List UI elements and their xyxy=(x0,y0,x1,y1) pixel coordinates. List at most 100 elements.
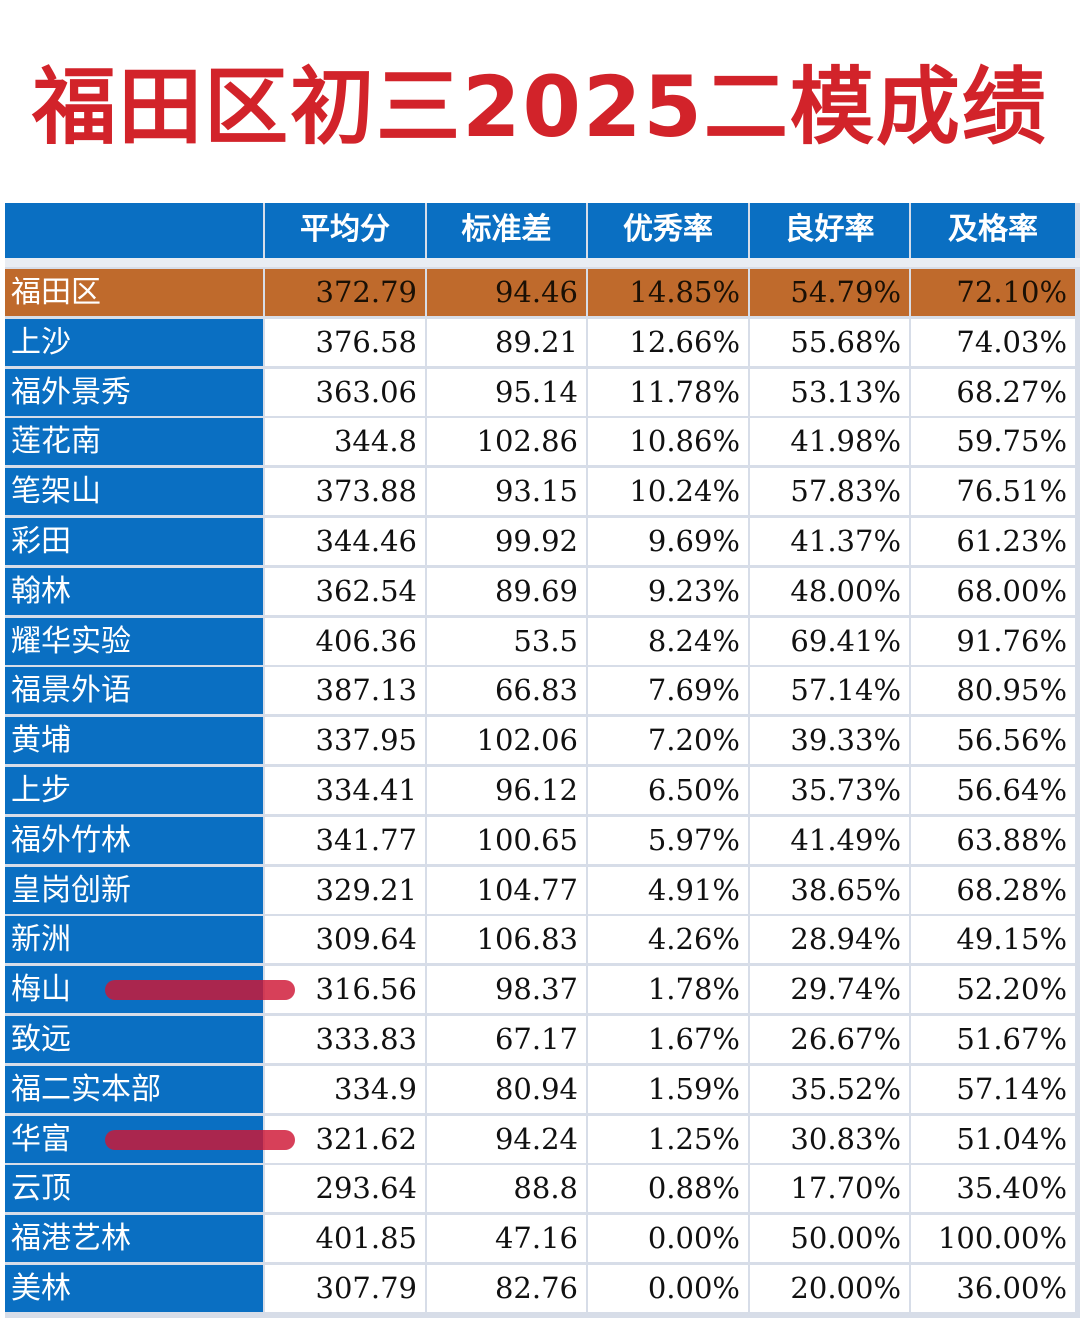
school-name-cell: 云顶 xyxy=(5,1165,263,1213)
excellent-rate-cell: 4.26% xyxy=(588,916,748,964)
excellent-rate-cell: 0.88% xyxy=(588,1165,748,1213)
excellent-rate-cell: 7.20% xyxy=(588,717,748,765)
excellent-rate-cell: 9.69% xyxy=(588,518,748,565)
average-score-cell: 344.8 xyxy=(265,418,425,466)
column-header-average-score: 平均分 xyxy=(265,203,425,258)
good-rate-cell: 26.67% xyxy=(750,1016,909,1063)
std-deviation-cell: 80.94 xyxy=(427,1065,586,1113)
table-row: 莲花南 344.8 102.86 10.86% 41.98% 59.75% xyxy=(5,418,1080,466)
school-name-cell: 福景外语 xyxy=(5,667,263,715)
pass-rate-cell: 51.04% xyxy=(911,1115,1075,1163)
school-name-cell: 皇岗创新 xyxy=(5,866,263,914)
excellent-rate-cell: 4.91% xyxy=(588,866,748,914)
pass-rate-cell: 74.03% xyxy=(911,318,1075,366)
good-rate-cell: 38.65% xyxy=(750,866,909,914)
average-score-cell: 401.85 xyxy=(265,1215,425,1263)
table-row: 笔架山 373.88 93.15 10.24% 57.83% 76.51% xyxy=(5,468,1080,516)
average-score-cell: 406.36 xyxy=(265,617,425,665)
table-row: 皇岗创新 329.21 104.77 4.91% 38.65% 68.28% xyxy=(5,866,1080,914)
excellent-rate-cell: 0.00% xyxy=(588,1215,748,1263)
table-row: 黄埔 337.95 102.06 7.20% 39.33% 56.56% xyxy=(5,717,1080,765)
table-row: 翰林 362.54 89.69 9.23% 48.00% 68.00% xyxy=(5,567,1080,615)
good-rate-cell: 30.83% xyxy=(750,1115,909,1163)
pass-rate-cell: 59.75% xyxy=(911,418,1075,466)
excellent-rate-cell: 1.67% xyxy=(588,1016,748,1063)
pass-rate-cell: 76.51% xyxy=(911,468,1075,516)
table-row: 上步 334.41 96.12 6.50% 35.73% 56.64% xyxy=(5,767,1080,814)
table-row: 福景外语 387.13 66.83 7.69% 57.14% 80.95% xyxy=(5,667,1080,715)
excellent-rate-cell: 9.23% xyxy=(588,567,748,615)
good-rate-cell: 57.83% xyxy=(750,468,909,516)
pass-rate-cell: 72.10% xyxy=(911,269,1075,316)
std-deviation-cell: 106.83 xyxy=(427,916,586,964)
average-score-cell: 372.79 xyxy=(265,269,425,316)
table-row: 彩田 344.46 99.92 9.69% 41.37% 61.23% xyxy=(5,518,1080,565)
std-deviation-cell: 102.86 xyxy=(427,418,586,466)
good-rate-cell: 48.00% xyxy=(750,567,909,615)
average-score-cell: 293.64 xyxy=(265,1165,425,1213)
pass-rate-cell: 52.20% xyxy=(911,966,1075,1014)
good-rate-cell: 57.14% xyxy=(750,667,909,715)
table-row: 美林 307.79 82.76 0.00% 20.00% 36.00% xyxy=(5,1265,1080,1312)
std-deviation-cell: 95.14 xyxy=(427,368,586,416)
good-rate-cell: 53.13% xyxy=(750,368,909,416)
good-rate-cell: 39.33% xyxy=(750,717,909,765)
average-score-cell: 376.58 xyxy=(265,318,425,366)
column-header-school-name xyxy=(5,203,263,258)
excellent-rate-cell: 14.85% xyxy=(588,269,748,316)
average-score-cell: 337.95 xyxy=(265,717,425,765)
std-deviation-cell: 94.24 xyxy=(427,1115,586,1163)
average-score-cell: 309.64 xyxy=(265,916,425,964)
school-name-cell: 福外景秀 xyxy=(5,368,263,416)
pass-rate-cell: 56.64% xyxy=(911,767,1075,814)
table-row-district-total: 福田区 372.79 94.46 14.85% 54.79% 72.10% xyxy=(5,269,1080,316)
excellent-rate-cell: 12.66% xyxy=(588,318,748,366)
table-row: 华富 321.62 94.24 1.25% 30.83% 51.04% xyxy=(5,1115,1080,1163)
scores-table: 平均分 标准差 优秀率 良好率 及格率 福田区 372.79 94.46 14.85% 54.7… xyxy=(5,203,1080,1318)
table-row: 耀华实验 406.36 53.5 8.24% 69.41% 91.76% xyxy=(5,617,1080,665)
std-deviation-cell: 89.69 xyxy=(427,567,586,615)
excellent-rate-cell: 10.24% xyxy=(588,468,748,516)
excellent-rate-cell: 1.25% xyxy=(588,1115,748,1163)
pass-rate-cell: 36.00% xyxy=(911,1265,1075,1312)
column-header-std-deviation: 标准差 xyxy=(427,203,586,258)
excellent-rate-cell: 1.59% xyxy=(588,1065,748,1113)
pass-rate-cell: 68.28% xyxy=(911,866,1075,914)
average-score-cell: 344.46 xyxy=(265,518,425,565)
good-rate-cell: 41.49% xyxy=(750,816,909,864)
average-score-cell: 329.21 xyxy=(265,866,425,914)
good-rate-cell: 55.68% xyxy=(750,318,909,366)
good-rate-cell: 17.70% xyxy=(750,1165,909,1213)
average-score-cell: 334.41 xyxy=(265,767,425,814)
excellent-rate-cell: 1.78% xyxy=(588,966,748,1014)
pass-rate-cell: 61.23% xyxy=(911,518,1075,565)
std-deviation-cell: 67.17 xyxy=(427,1016,586,1063)
average-score-cell: 373.88 xyxy=(265,468,425,516)
pass-rate-cell: 100.00% xyxy=(911,1215,1075,1263)
table-row: 梅山 316.56 98.37 1.78% 29.74% 52.20% xyxy=(5,966,1080,1014)
table-row: 新洲 309.64 106.83 4.26% 28.94% 49.15% xyxy=(5,916,1080,964)
school-name-cell: 福外竹林 xyxy=(5,816,263,864)
header-divider xyxy=(5,258,1080,267)
std-deviation-cell: 82.76 xyxy=(427,1265,586,1312)
school-name-cell: 致远 xyxy=(5,1016,263,1063)
pass-rate-cell: 56.56% xyxy=(911,717,1075,765)
table-row: 云顶 293.64 88.8 0.88% 17.70% 35.40% xyxy=(5,1165,1080,1213)
school-name-cell: 福田区 xyxy=(5,269,263,316)
good-rate-cell: 41.37% xyxy=(750,518,909,565)
column-header-excellent-rate: 优秀率 xyxy=(588,203,748,258)
std-deviation-cell: 104.77 xyxy=(427,866,586,914)
average-score-cell: 362.54 xyxy=(265,567,425,615)
std-deviation-cell: 47.16 xyxy=(427,1215,586,1263)
average-score-cell: 316.56 xyxy=(265,966,425,1014)
excellent-rate-cell: 11.78% xyxy=(588,368,748,416)
red-marker-stroke xyxy=(105,1129,295,1150)
school-name-cell: 彩田 xyxy=(5,518,263,565)
std-deviation-cell: 100.65 xyxy=(427,816,586,864)
school-name-cell: 福港艺林 xyxy=(5,1215,263,1263)
std-deviation-cell: 94.46 xyxy=(427,269,586,316)
average-score-cell: 341.77 xyxy=(265,816,425,864)
std-deviation-cell: 89.21 xyxy=(427,318,586,366)
good-rate-cell: 20.00% xyxy=(750,1265,909,1312)
good-rate-cell: 35.73% xyxy=(750,767,909,814)
